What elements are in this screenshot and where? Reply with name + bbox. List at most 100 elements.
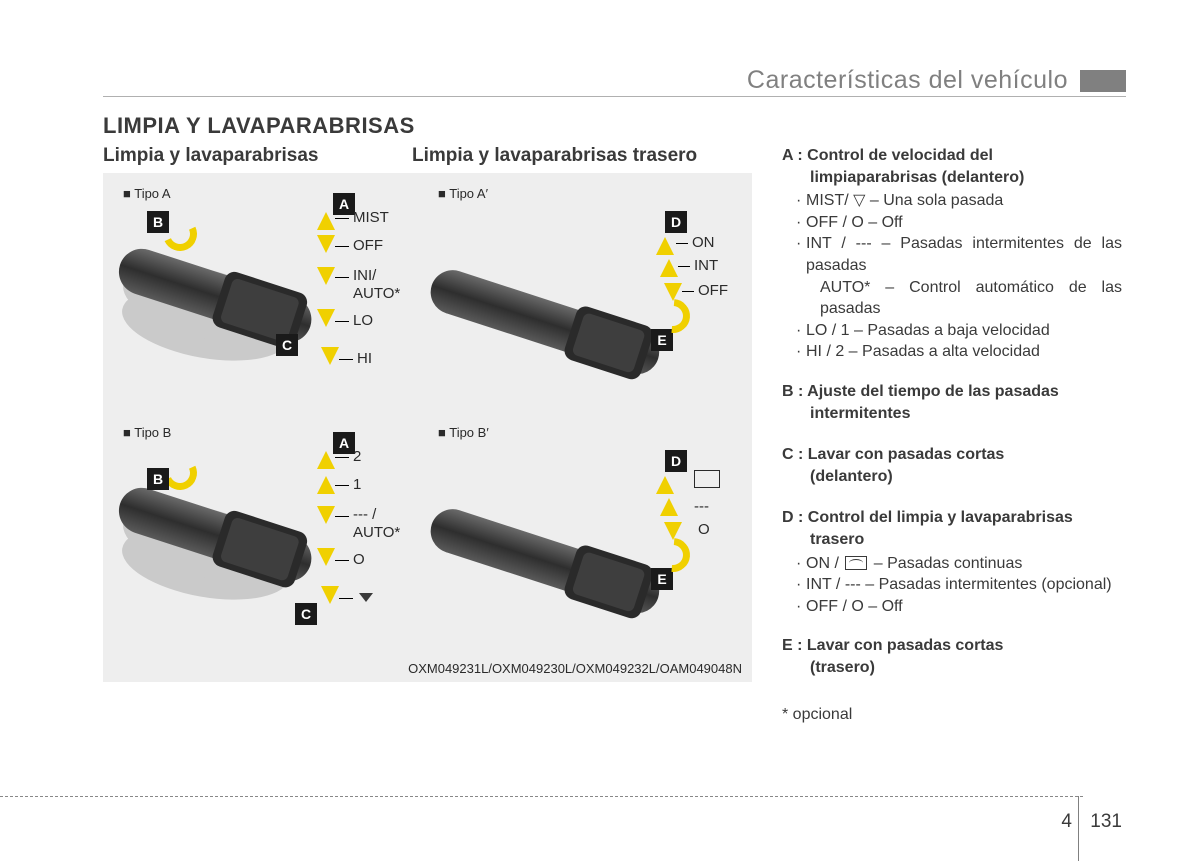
fig-label: 2 [353,448,361,465]
subtitle-front: Limpia y lavaparabrisas [103,145,318,167]
bullet-d-1: ·INT / --- – Pasadas intermitentes (opci… [796,574,1122,596]
heading-d-l1: D : Control del limpia y lavaparabrisas [782,509,1073,526]
fig-label: OFF [698,282,728,299]
fig-label: 1 [353,476,361,493]
marker-b: B [147,468,169,490]
figure-panel-tipo-b-prime: ■ Tipo B′ D E --- O [426,418,736,650]
marker-b: B [147,211,169,233]
heading-c-l1: C : Lavar con pasadas cortas [782,446,1004,463]
arrow-up-icon [317,476,335,494]
leader-line [335,457,349,458]
rear-window-icon [694,470,720,488]
arrow-down-icon [317,267,335,285]
heading-b: B : Ajuste del tiempo de las pasadas int… [782,381,1122,424]
fig-label: O [698,521,710,538]
section-title: LIMPIA Y LAVAPARABRISAS [103,113,415,139]
marker-c: C [295,603,317,625]
fig-label: ON [692,234,715,251]
leader-line [678,266,690,267]
bullet-a-1: ·OFF / O – Off [796,212,1122,234]
fig-label: AUTO* [353,285,400,302]
heading-d-l2: trasero [810,529,1122,551]
bullet-prefix: ON / [806,555,843,572]
heading-e-l2: (trasero) [810,657,1122,679]
arrow-up-icon [660,498,678,516]
stalk-illustration-a-prime [426,179,736,411]
leader-line [676,243,688,244]
bullet-text: HI / 2 – Pasadas a alta velocidad [806,341,1122,363]
figure-panel-tipo-a: ■ Tipo A B A C [111,179,414,411]
leader-line [335,218,349,219]
leader-line [335,321,349,322]
arrow-up-icon [317,451,335,469]
fig-label: INT [694,257,718,274]
heading-d: D : Control del limpia y lavaparabrisas … [782,507,1122,550]
arrow-up-icon [656,237,674,255]
bullet-d-0: · ON / – Pasadas continuas [796,553,1122,575]
fig-label: INI/ [353,267,376,284]
heading-a-l1: A : Control de velocidad del [782,147,993,164]
bullet-a-0: ·MIST/ ▽ – Una sola pasada [796,190,1122,212]
leader-line [335,277,349,278]
bullet-suffix: – Pasadas continuas [869,555,1022,572]
arrow-down-icon [317,309,335,327]
fig-label: AUTO* [353,524,400,541]
arrow-down-icon [321,586,339,604]
fig-label: HI [357,350,372,367]
arrow-up-icon [656,476,674,494]
fig-label: --- [694,498,709,515]
chapter-header: Características del vehículo [747,66,1126,95]
bullet-a-5: ·HI / 2 – Pasadas a alta velocidad [796,341,1122,363]
marker-d: D [665,211,687,233]
bullet-text: INT / --- – Pasadas intermitentes (opcio… [806,574,1122,596]
down-v-icon [357,589,375,607]
header-accent-block [1080,70,1126,92]
fig-label: --- / [353,506,376,523]
bullet-a-4: ·LO / 1 – Pasadas a baja velocidad [796,320,1122,342]
bullet-text: OFF / O – Off [806,596,1122,618]
page-number: 131 [1090,811,1122,833]
bullet-text: MIST/ ▽ – Una sola pasada [806,190,1122,212]
leader-line [339,598,353,599]
page-vline [1078,796,1079,861]
fig-label: O [353,551,365,568]
arrow-down-icon [317,235,335,253]
fig-label: MIST [353,209,389,226]
arrow-down-icon [317,506,335,524]
figure-area: ■ Tipo A B A C [103,173,752,682]
heading-a: A : Control de velocidad del limpiaparab… [782,145,1122,188]
marker-a: A [333,193,355,215]
heading-b-l2: intermitentes [810,403,1122,425]
bullet-text: OFF / O – Off [806,212,1122,234]
bullet-a-2: ·INT / --- – Pasadas intermitentes de la… [796,233,1122,276]
footnote: * opcional [782,704,1122,726]
leader-line [335,516,349,517]
header-underline [103,96,1126,97]
image-code: OXM049231L/OXM049230L/OXM049232L/OAM0490… [408,661,742,676]
arrow-down-icon [321,347,339,365]
subtitle-rear: Limpia y lavaparabrisas trasero [412,145,697,167]
arrow-down-icon [317,548,335,566]
leader-line [339,359,353,360]
page-divider [0,796,1083,797]
bullet-d-2: ·OFF / O – Off [796,596,1122,618]
heading-c-l2: (delantero) [810,466,1122,488]
fig-label: OFF [353,237,383,254]
heading-e: E : Lavar con pasadas cortas (trasero) [782,635,1122,678]
sub-a-3: AUTO* – Control automático de las pasada… [820,277,1122,320]
bullet-text: INT / --- – Pasadas intermitentes de las… [806,233,1122,276]
marker-a: A [333,432,355,454]
heading-a-l2: limpiaparabrisas (delantero) [810,167,1122,189]
fig-label: LO [353,312,373,329]
heading-c: C : Lavar con pasadas cortas (delantero) [782,444,1122,487]
wiper-icon [845,556,867,570]
chapter-number: 4 [1061,811,1072,833]
leader-line [335,560,349,561]
figure-panel-tipo-a-prime: ■ Tipo A′ D E ON INT OFF [426,179,736,411]
stalk-illustration-b-prime [426,418,736,650]
heading-b-l1: B : Ajuste del tiempo de las pasadas [782,383,1059,400]
arrow-up-icon [317,212,335,230]
leader-line [335,246,349,247]
leader-line [335,485,349,486]
leader-line [682,291,694,292]
